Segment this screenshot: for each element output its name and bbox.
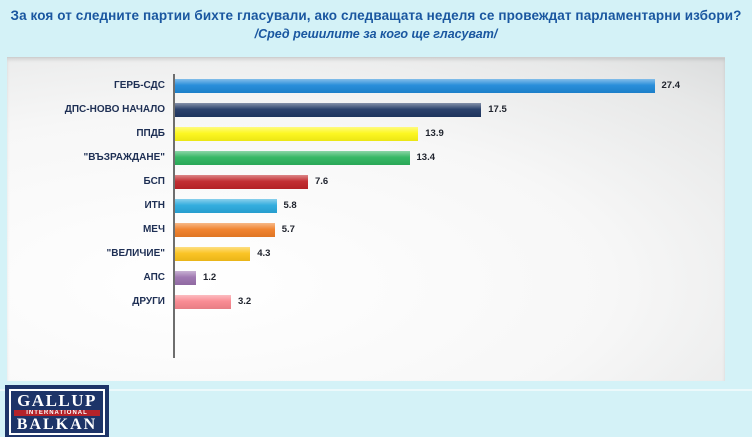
- bar-category-label: МЕЧ: [142, 224, 165, 235]
- bar-value-label: 5.7: [281, 224, 295, 235]
- bar-category-label: "ВЕЛИЧИЕ": [106, 248, 165, 259]
- bar: [175, 223, 275, 237]
- bar-value-label: 13.9: [425, 128, 444, 139]
- bar: [175, 295, 231, 309]
- bar-category-label: ИТН: [144, 200, 165, 211]
- y-axis-line: [173, 74, 175, 358]
- bar: [175, 103, 482, 117]
- logo-text-international: INTERNATIONAL: [14, 410, 100, 416]
- chart-row: АПС 1.2: [7, 271, 725, 285]
- gallup-balkan-logo: GALLUP INTERNATIONAL BALKAN: [5, 385, 109, 437]
- slide-header: За коя от следните партии бихте гласувал…: [0, 8, 752, 41]
- bar-category-label: ППДБ: [136, 128, 165, 139]
- bar-category-label: "ВЪЗРАЖДАНЕ": [83, 152, 165, 163]
- chart-title: За коя от следните партии бихте гласувал…: [10, 8, 742, 23]
- bar-value-label: 4.3: [257, 248, 271, 259]
- bar: [175, 151, 410, 165]
- footer-divider-line: [0, 389, 752, 391]
- bar: [175, 175, 308, 189]
- bar: [175, 127, 419, 141]
- chart-row: "ВЪЗРАЖДАНЕ" 13.4: [7, 151, 725, 165]
- bar-value-label: 7.6: [315, 176, 329, 187]
- bar-category-label: БСП: [143, 176, 165, 187]
- chart-row: ИТН 5.8: [7, 199, 725, 213]
- chart-row: БСП 7.6: [7, 175, 725, 189]
- chart-panel: ГЕРБ-СДС 27.4 ДПС-НОВО НАЧАЛО 17.5 ППДБ 13.9 "…: [7, 57, 725, 381]
- bar-category-label: АПС: [143, 272, 166, 283]
- slide: { "header": { "title": "За коя от следни…: [0, 8, 752, 437]
- chart-row: ППДБ 13.9: [7, 127, 725, 141]
- bar: [175, 247, 251, 261]
- chart-row: ДРУГИ 3.2: [7, 295, 725, 309]
- bar-value-label: 3.2: [238, 296, 252, 307]
- chart-row: ГЕРБ-СДС 27.4: [7, 79, 725, 93]
- bar-category-label: ДРУГИ: [132, 296, 165, 307]
- chart-row: "ВЕЛИЧИЕ" 4.3: [7, 247, 725, 261]
- bar: [175, 271, 196, 285]
- bar-category-label: ГЕРБ-СДС: [114, 80, 165, 91]
- chart-row: МЕЧ 5.7: [7, 223, 725, 237]
- bar: [175, 199, 277, 213]
- bar-value-label: 1.2: [203, 272, 217, 283]
- chart-row: ДПС-НОВО НАЧАЛО 17.5: [7, 103, 725, 117]
- bar-value-label: 17.5: [488, 104, 507, 115]
- bar: [175, 79, 655, 93]
- logo-text-balkan: BALKAN: [16, 416, 98, 433]
- gallup-balkan-logo-frame: GALLUP INTERNATIONAL BALKAN: [9, 389, 105, 435]
- bar-value-label: 27.4: [661, 80, 681, 91]
- bar-value-label: 5.8: [283, 200, 297, 211]
- chart-subtitle: /Сред решилите за кого ще гласуват/: [254, 27, 498, 41]
- logo-text-gallup: GALLUP: [17, 391, 97, 410]
- bar-category-label: ДПС-НОВО НАЧАЛО: [64, 104, 165, 115]
- bar-value-label: 13.4: [416, 152, 436, 163]
